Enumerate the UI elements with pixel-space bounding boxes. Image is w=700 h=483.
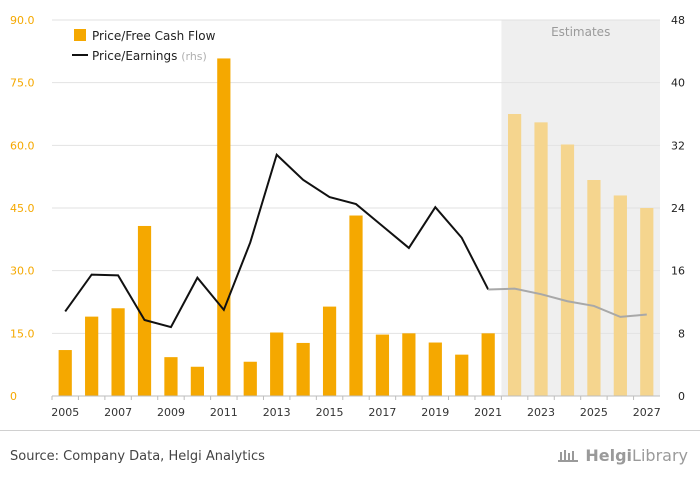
left-tick-label: 15.0 bbox=[10, 327, 35, 340]
bar bbox=[640, 208, 654, 396]
right-tick-label: 16 bbox=[671, 265, 685, 278]
bar bbox=[190, 366, 204, 396]
bar bbox=[587, 180, 601, 396]
bar bbox=[481, 333, 495, 396]
x-tick-label: 2019 bbox=[421, 406, 449, 419]
brand-word-1: Helgi bbox=[585, 446, 633, 465]
bar bbox=[164, 357, 178, 396]
left-tick-label: 45.0 bbox=[10, 202, 35, 215]
series-line-estimate bbox=[488, 287, 647, 318]
source-note: Source: Company Data, Helgi Analytics bbox=[10, 449, 265, 464]
bar bbox=[375, 334, 390, 396]
x-tick-label: 2005 bbox=[51, 406, 79, 419]
brand-logo: HelgiLibrary bbox=[557, 446, 688, 465]
right-tick-label: 40 bbox=[671, 77, 685, 90]
left-tick-label: 75.0 bbox=[10, 77, 35, 90]
x-tick-label: 2025 bbox=[580, 406, 608, 419]
bar bbox=[349, 215, 363, 396]
legend-label-line: Price/Earnings (rhs) bbox=[92, 49, 207, 63]
left-tick-label: 60.0 bbox=[10, 139, 35, 152]
x-tick-label: 2017 bbox=[368, 406, 396, 419]
bar bbox=[322, 306, 337, 396]
bar bbox=[455, 354, 469, 396]
x-tick-label: 2023 bbox=[527, 406, 555, 419]
bar bbox=[270, 332, 284, 396]
x-tick-label: 2011 bbox=[210, 406, 238, 419]
legend-label-bar: Price/Free Cash Flow bbox=[92, 29, 216, 43]
bar bbox=[243, 361, 257, 396]
brand-word-2: Library bbox=[632, 446, 688, 465]
estimates-label: Estimates bbox=[551, 25, 610, 39]
left-tick-label: 30.0 bbox=[10, 265, 35, 278]
footer-divider bbox=[0, 430, 700, 431]
bar bbox=[428, 342, 442, 396]
x-tick-label: 2021 bbox=[474, 406, 502, 419]
bar bbox=[402, 333, 416, 396]
bar bbox=[137, 225, 152, 396]
x-tick-label: 2007 bbox=[104, 406, 132, 419]
x-tick-label: 2013 bbox=[263, 406, 291, 419]
bar bbox=[508, 114, 522, 396]
right-tick-label: 32 bbox=[671, 139, 685, 152]
bar bbox=[58, 350, 72, 396]
bar bbox=[85, 316, 99, 396]
right-tick-label: 8 bbox=[678, 327, 685, 340]
bar bbox=[111, 308, 125, 396]
left-tick-label: 0 bbox=[10, 390, 17, 403]
right-tick-label: 0 bbox=[678, 390, 685, 403]
series-line-actual bbox=[64, 152, 490, 329]
bar bbox=[296, 342, 310, 396]
library-icon bbox=[558, 449, 579, 462]
bar bbox=[560, 144, 575, 396]
legend-swatch-bar bbox=[74, 29, 86, 41]
chart-svg: Estimates 0 15.0 30.0 45.0 60.0 75.0 90.0 0 8 16 24… bbox=[10, 14, 685, 419]
bar bbox=[613, 195, 627, 396]
bar bbox=[534, 122, 548, 396]
x-tick-label: 2027 bbox=[633, 406, 661, 419]
x-tick-label: 2009 bbox=[157, 406, 185, 419]
bar bbox=[217, 58, 231, 397]
left-tick-label: 90.0 bbox=[10, 14, 35, 27]
right-tick-label: 48 bbox=[671, 14, 685, 27]
right-tick-label: 24 bbox=[671, 202, 685, 215]
x-tick-label: 2015 bbox=[316, 406, 344, 419]
